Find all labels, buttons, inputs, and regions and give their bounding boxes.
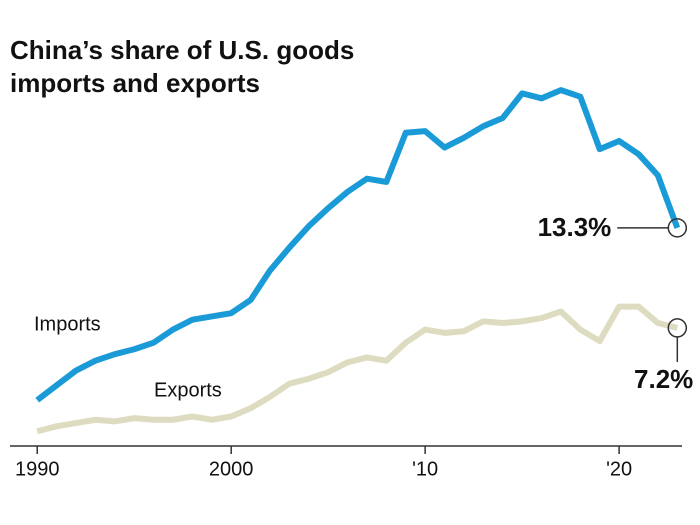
x-tick-label: '10 [412, 458, 438, 480]
x-tick-label: '20 [606, 458, 632, 480]
x-tick-label: 1990 [15, 458, 60, 480]
series-label: Exports [154, 379, 222, 401]
value-label: 7.2% [634, 364, 693, 394]
value-label: 13.3% [538, 212, 612, 242]
line-series [35, 87, 681, 403]
x-tick-label: 2000 [209, 458, 254, 480]
line-series [36, 303, 679, 435]
series-label: Imports [34, 313, 101, 335]
chart-title: China’s share of U.S. goods imports and … [10, 35, 355, 98]
